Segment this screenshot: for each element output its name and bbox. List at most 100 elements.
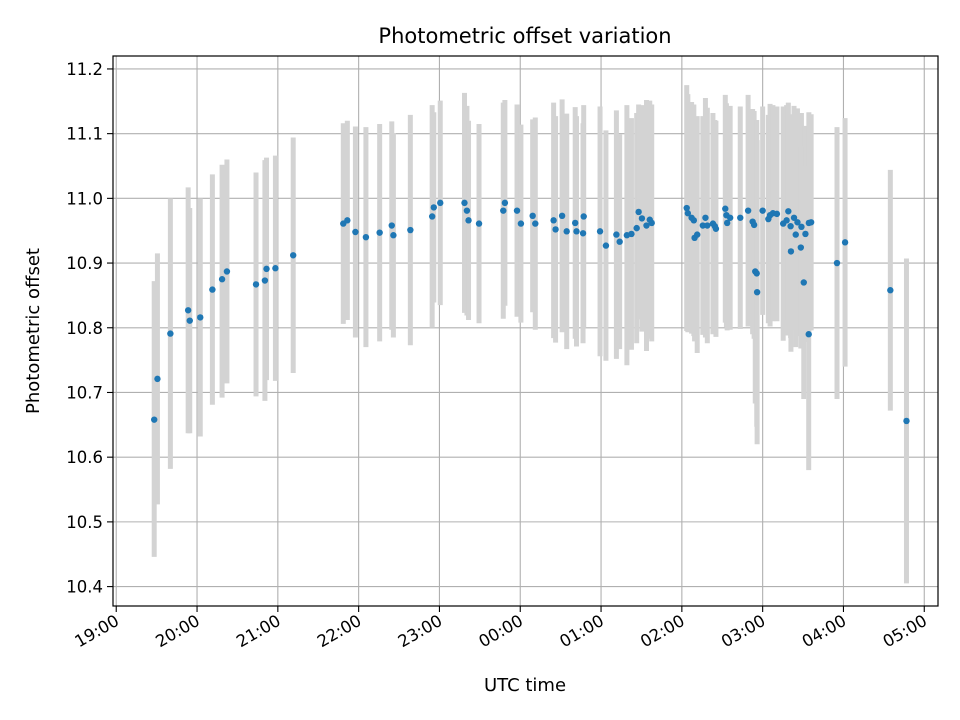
- data-point: [753, 270, 760, 277]
- y-tick-label: 10.5: [66, 513, 103, 532]
- data-point: [694, 231, 701, 238]
- data-point: [790, 214, 798, 221]
- y-tick-label: 11.0: [66, 189, 103, 208]
- y-tick-label: 10.9: [66, 254, 103, 273]
- data-point: [184, 307, 192, 314]
- data-point: [744, 207, 752, 214]
- data-point: [699, 222, 707, 229]
- y-axis: 10.4 10.5 10.6 10.7 10.8 10.9 11.0 11.1 11.2: [66, 60, 113, 597]
- data-point: [737, 214, 744, 221]
- data-point: [428, 213, 436, 220]
- data-point: [802, 230, 809, 238]
- data-point: [580, 213, 587, 220]
- data-point: [635, 208, 642, 216]
- data-point: [579, 230, 587, 237]
- data-point: [529, 212, 536, 220]
- chart-title: Photometric offset variation: [378, 24, 671, 48]
- data-point: [209, 286, 216, 293]
- data-point: [571, 219, 579, 227]
- data-point: [726, 214, 734, 221]
- data-point: [272, 265, 279, 272]
- data-point: [628, 230, 635, 238]
- data-point: [690, 217, 698, 224]
- y-tick-label: 11.2: [66, 60, 103, 79]
- data-point: [723, 219, 731, 227]
- data-point: [602, 242, 610, 249]
- data-point: [344, 217, 351, 224]
- data-point: [186, 317, 193, 324]
- data-point: [388, 222, 395, 229]
- data-point: [573, 228, 580, 235]
- data-point: [461, 199, 468, 207]
- data-point: [261, 277, 269, 284]
- data-point: [437, 199, 444, 207]
- data-point: [903, 417, 910, 425]
- data-point: [513, 207, 521, 214]
- data-point: [833, 259, 841, 267]
- data-point: [648, 219, 655, 227]
- data-point: [407, 226, 414, 234]
- data-points: [151, 199, 910, 425]
- data-point: [638, 215, 646, 222]
- data-point: [252, 281, 260, 288]
- data-point: [151, 416, 158, 423]
- data-point: [805, 331, 812, 338]
- data-point: [787, 222, 794, 230]
- data-point: [463, 207, 471, 214]
- data-point: [532, 220, 539, 227]
- y-tick-label: 10.7: [66, 383, 103, 402]
- data-point: [552, 226, 559, 233]
- data-point: [613, 231, 620, 238]
- y-tick-label: 10.6: [66, 448, 103, 467]
- data-point: [218, 276, 226, 283]
- data-point: [773, 210, 781, 218]
- data-point: [800, 279, 807, 286]
- data-point: [167, 330, 174, 337]
- data-point: [792, 231, 799, 238]
- data-point: [797, 244, 805, 251]
- data-point: [712, 225, 720, 232]
- data-point: [289, 252, 297, 259]
- data-point: [352, 228, 359, 236]
- data-point: [794, 219, 801, 226]
- data-point: [517, 220, 525, 227]
- data-point: [759, 207, 766, 214]
- data-point: [704, 222, 711, 229]
- data-point: [787, 248, 795, 255]
- data-point: [750, 221, 758, 229]
- data-point: [807, 219, 815, 226]
- data-point: [798, 223, 805, 231]
- data-point: [263, 265, 270, 273]
- data-point: [684, 210, 692, 217]
- data-point: [616, 238, 623, 245]
- data-point: [563, 228, 570, 235]
- y-tick-label: 11.1: [66, 125, 103, 144]
- data-point: [783, 217, 790, 224]
- data-point: [430, 204, 437, 211]
- data-point: [596, 228, 604, 235]
- x-axis-label: UTC time: [484, 675, 566, 696]
- data-point: [753, 288, 761, 296]
- data-point: [550, 217, 557, 224]
- data-point: [722, 205, 729, 212]
- data-point: [785, 208, 792, 215]
- plot-frame: [112, 55, 939, 607]
- data-point: [558, 212, 566, 220]
- data-point: [223, 268, 231, 275]
- data-point: [887, 287, 894, 294]
- data-point: [154, 375, 161, 383]
- data-point: [702, 214, 709, 221]
- y-tick-label: 10.4: [66, 578, 103, 597]
- data-point: [501, 199, 509, 207]
- data-point: [390, 232, 397, 239]
- y-tick-label: 10.8: [66, 319, 103, 338]
- data-point: [197, 314, 204, 321]
- data-point: [475, 220, 483, 227]
- data-point: [362, 233, 370, 241]
- data-point: [376, 229, 383, 236]
- y-axis-label: Photometric offset: [23, 248, 44, 414]
- data-point: [841, 239, 849, 246]
- data-point: [500, 207, 507, 214]
